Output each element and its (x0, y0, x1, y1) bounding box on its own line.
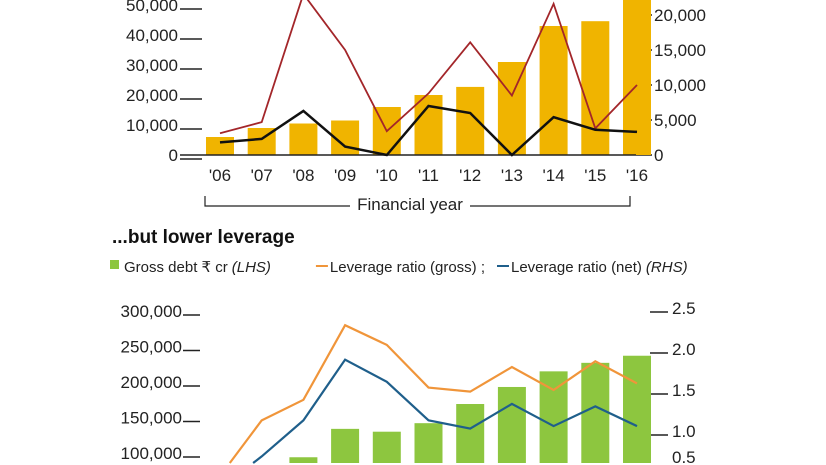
left-tick-label: 50,000 (126, 0, 178, 15)
left-tick-label: 40,000 (126, 26, 178, 45)
legend-label: Leverage ratio (net) (511, 259, 642, 276)
left-tick-label: 100,000 (121, 444, 182, 463)
right-tick-label: 1.0 (672, 422, 696, 441)
x-tick-label: '09 (334, 166, 356, 185)
bottom-bar-11 (414, 423, 443, 463)
left-tick-label: 300,000 (121, 302, 182, 321)
bottom-line-net (252, 358, 638, 464)
left-tick-label: 200,000 (121, 373, 182, 392)
left-tick-label: 20,000 (126, 86, 178, 105)
bottom-bar-08 (289, 457, 318, 463)
bottom-bar-10 (372, 431, 401, 463)
x-tick-label: '12 (459, 166, 481, 185)
x-tick-label: '08 (292, 166, 314, 185)
legend-suffix: (RHS) (646, 259, 688, 276)
x-tick-label: '10 (376, 166, 398, 185)
bottom-bar-14 (539, 371, 568, 463)
right-tick-label: 10,000 (654, 76, 706, 95)
right-tick-label: 15,000 (654, 41, 706, 60)
right-tick-label: 2.5 (672, 299, 696, 318)
left-tick-label: 10,000 (126, 116, 178, 135)
x-tick-label: '07 (251, 166, 273, 185)
top-bar-06 (206, 137, 234, 155)
top-bar-16 (623, 0, 651, 155)
x-tick-label: '13 (501, 166, 523, 185)
top-bar-08 (289, 123, 318, 155)
legend-suffix: (LHS) (232, 259, 271, 276)
x-tick-label: '15 (584, 166, 606, 185)
left-tick-label: 250,000 (121, 338, 182, 357)
right-tick-label: 1.5 (672, 381, 696, 400)
top-bar-14 (539, 26, 568, 155)
right-tick-label: 5,000 (654, 111, 697, 130)
legend-label: Leverage ratio (gross) ; (330, 259, 485, 276)
x-axis-title: Financial year (357, 195, 463, 214)
top-bar-12 (456, 86, 485, 155)
right-tick-label: 0 (654, 146, 663, 165)
top-bar-15 (581, 21, 610, 156)
right-tick-label: 0.5 (672, 448, 696, 465)
x-axis-bracket (204, 196, 631, 207)
bottom-bar-12 (456, 404, 485, 463)
right-tick-label: 2.0 (672, 340, 696, 359)
x-tick-label: '16 (626, 166, 648, 185)
bottom-bar-13 (497, 386, 526, 463)
right-tick-label: 20,000 (654, 6, 706, 25)
bottom-bar-09 (331, 428, 360, 463)
left-tick-label: 30,000 (126, 56, 178, 75)
bottom-bar-16 (623, 355, 651, 463)
top-bar-11 (414, 95, 443, 155)
legend-label: Gross debt ₹ cr (124, 259, 228, 276)
top-bar-13 (497, 62, 526, 155)
x-tick-label: '11 (418, 166, 439, 185)
legend-swatch (110, 260, 119, 269)
x-tick-label: '14 (543, 166, 565, 185)
left-tick-label: 150,000 (121, 409, 182, 428)
left-tick-label: 0 (169, 146, 178, 165)
chart-subtitle: ...but lower leverage (112, 227, 295, 248)
x-tick-label: '06 (209, 166, 231, 185)
bottom-bar-15 (581, 362, 610, 463)
